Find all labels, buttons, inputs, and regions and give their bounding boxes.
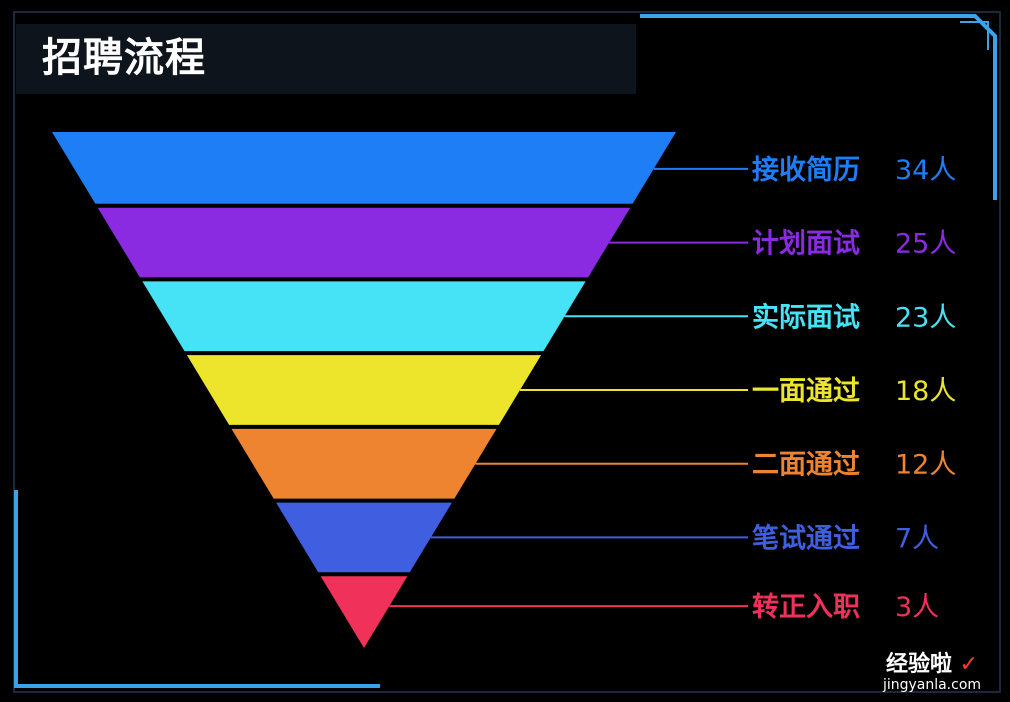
corner-accent-top-right [640, 14, 997, 200]
watermark-text: 经验啦 [885, 652, 952, 678]
stage-label: 一面通过 [752, 376, 860, 407]
watermark-url: jingyanla.com [882, 677, 982, 694]
stage-label: 实际面试 [752, 301, 860, 333]
funnel-segment [276, 502, 452, 573]
funnel-segment [231, 428, 497, 499]
funnel-segment [186, 355, 542, 425]
funnel-segment [320, 576, 408, 648]
stage-label: 接收简历 [752, 154, 860, 186]
watermark: 经验啦 ✓ jingyanla.com [872, 652, 992, 694]
stage-value: 7人 [895, 523, 939, 554]
stage-value: 25人 [895, 229, 956, 260]
funnel-segment [97, 207, 631, 278]
funnel-segment [52, 132, 676, 204]
stage-value: 34人 [895, 155, 956, 186]
page-title: 招聘流程 [42, 35, 206, 81]
check-icon: ✓ [959, 652, 979, 678]
stage-value: 18人 [895, 376, 956, 407]
corner-tick-top-right [960, 21, 989, 50]
stage-label: 计划面试 [752, 229, 860, 260]
corner-accent-bottom-left [14, 490, 380, 688]
panel-border [13, 11, 1001, 693]
stage-label: 二面通过 [752, 450, 860, 481]
title-bar [16, 24, 636, 94]
watermark-text-line: 经验啦 ✓ [872, 652, 992, 678]
stage-label: 转正入职 [752, 592, 860, 623]
funnel-segment [142, 281, 586, 352]
stage-value: 12人 [895, 450, 956, 481]
stage-label: 笔试通过 [752, 522, 860, 554]
stage-value: 23人 [895, 302, 956, 333]
stage-value: 3人 [895, 592, 939, 623]
